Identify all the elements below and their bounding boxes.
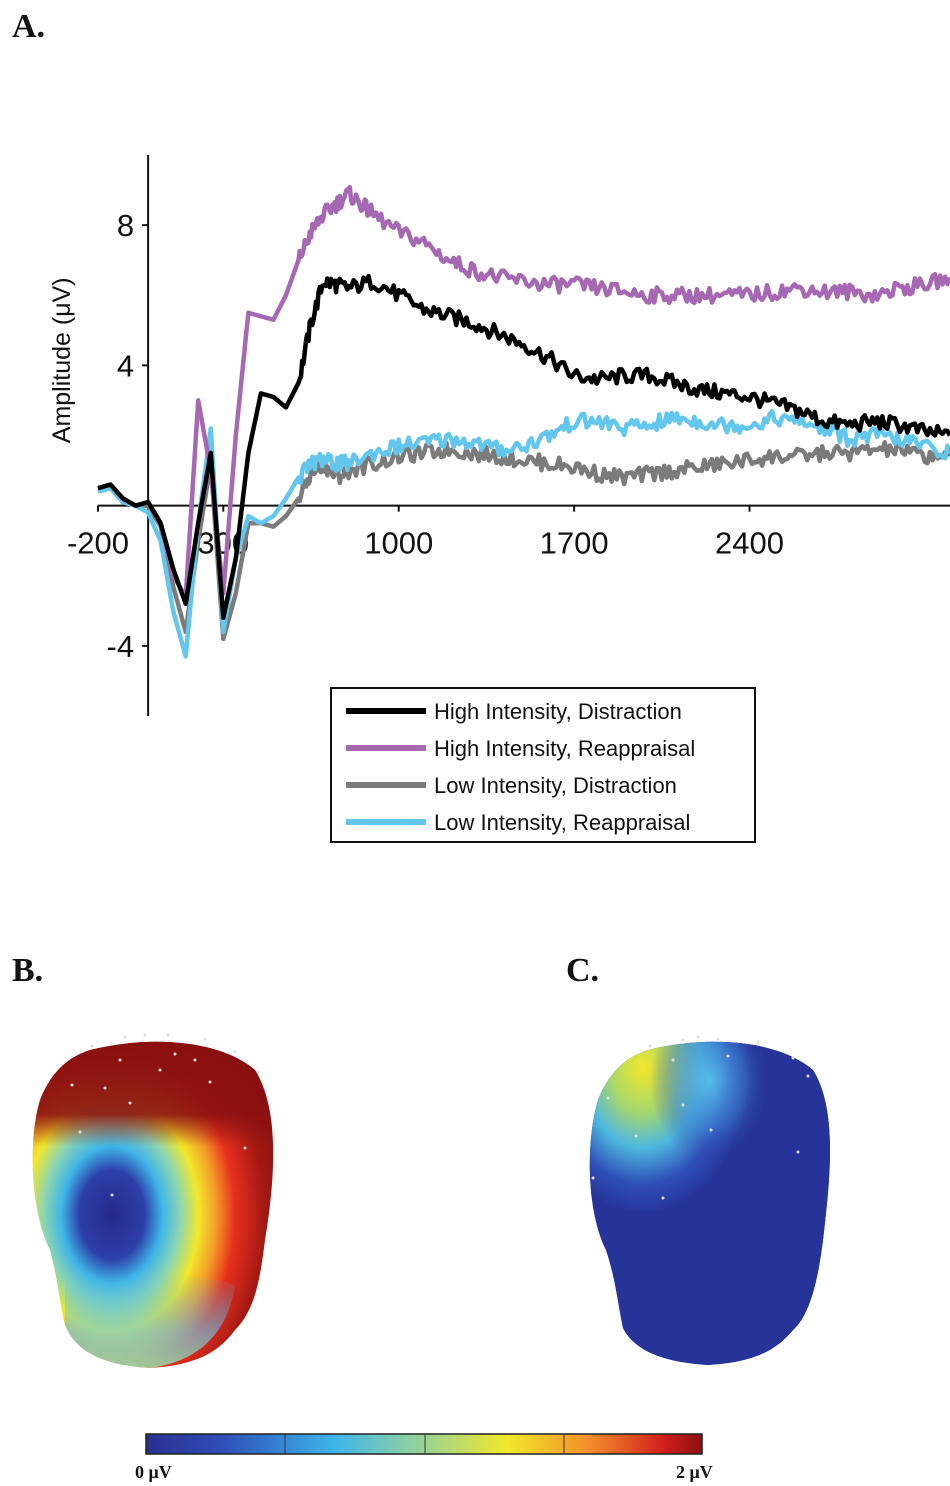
colorbar [145,1433,703,1455]
topomap-c [589,1035,831,1365]
series-line-0 [97,273,950,621]
y-tick-label: 4 [117,348,134,383]
chart-legend: High Intensity, Distraction High Intensit… [330,687,756,843]
panel-label-b: B. [12,952,44,989]
legend-label-0: High Intensity, Distraction [434,699,682,724]
x-tick-label: 1700 [540,526,609,561]
y-tick-label: -4 [107,629,135,664]
y-axis-title: Amplitude (μV) [48,277,76,443]
x-tick-label: 1000 [364,526,433,561]
series-layer [97,184,950,659]
head-c-highlight [589,1041,831,1365]
electrode-dots-b [70,1033,260,1197]
panel-label-a: A. [12,8,46,45]
colorbar-min-label: 0 μV [135,1462,172,1482]
colorbar-gradient [145,1433,703,1455]
legend-box [330,687,756,843]
electrode-dots-c [591,1035,810,1200]
series-line-3 [97,409,950,659]
head-b-chin-shade [65,1273,235,1368]
series-line-1 [97,184,950,600]
y-tick-label: 8 [117,208,134,243]
legend-label-1: High Intensity, Reappraisal [434,736,695,761]
colorbar-max-label: 2 μV [676,1462,713,1482]
legend-label-2: Low Intensity, Distraction [434,773,677,798]
x-tick-label: -200 [67,526,129,561]
legend-label-3: Low Intensity, Reappraisal [434,810,690,835]
x-tick-label: 2400 [715,526,784,561]
topomap-b [32,1033,274,1368]
panel-label-c: C. [566,952,600,989]
